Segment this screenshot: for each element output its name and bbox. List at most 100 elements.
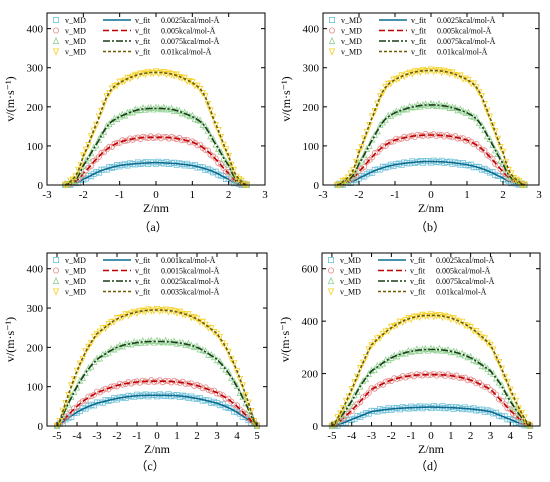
md-data-point bbox=[222, 395, 229, 402]
legend-md-label: v_MD bbox=[65, 256, 86, 265]
md-data-point bbox=[354, 373, 361, 381]
md-data-point bbox=[204, 126, 212, 134]
y-tick-label: 200 bbox=[303, 102, 320, 114]
md-data-point bbox=[173, 309, 181, 317]
series-2 bbox=[62, 133, 250, 188]
md-data-point bbox=[133, 310, 141, 318]
md-data-point bbox=[481, 335, 489, 343]
x-tick-label: -5 bbox=[327, 430, 337, 442]
md-data-point bbox=[219, 361, 226, 369]
md-data-point bbox=[478, 146, 485, 153]
md-data-point bbox=[438, 69, 445, 77]
md-data-point bbox=[242, 392, 249, 400]
legend-fit-label: v_fit bbox=[411, 16, 427, 25]
legend-md-marker bbox=[327, 256, 334, 263]
y-tick-label: 200 bbox=[27, 342, 44, 354]
legend: v_MD v_fit 0.0025kcal/mol-Å v_MD v_fit 0.005k… bbox=[52, 16, 220, 57]
md-data-point bbox=[228, 161, 235, 169]
md-data-point bbox=[230, 377, 238, 385]
md-data-point bbox=[356, 365, 364, 373]
md-data-point bbox=[450, 347, 457, 355]
md-data-point bbox=[96, 328, 104, 336]
md-data-point bbox=[168, 104, 175, 112]
x-tick-label: -2 bbox=[79, 189, 88, 201]
md-data-point bbox=[209, 113, 217, 121]
x-tick-label: -2 bbox=[112, 430, 121, 442]
legend-md-label: v_MD bbox=[65, 16, 86, 25]
x-tick-label: 1 bbox=[448, 430, 454, 442]
md-data-point bbox=[405, 346, 412, 354]
md-data-point bbox=[376, 93, 384, 101]
md-data-point bbox=[222, 365, 229, 373]
md-data-point bbox=[156, 307, 164, 315]
chart-panel-3: -5 -4 -3 -2 -1 0 1 2 3 4 5 0 100 200 300 400 Z/nm v/(m·s⁻… bbox=[3, 252, 268, 473]
md-data-point bbox=[512, 397, 520, 405]
md-data-point bbox=[498, 397, 505, 404]
md-data-point bbox=[204, 100, 212, 109]
md-data-point bbox=[355, 149, 363, 157]
md-data-point bbox=[360, 151, 368, 159]
md-data-point bbox=[473, 84, 480, 92]
x-tick-label: -1 bbox=[115, 189, 124, 201]
md-data-point bbox=[483, 107, 491, 115]
legend-md-label: v_MD bbox=[340, 288, 361, 297]
legend-md-label: v_MD bbox=[341, 37, 362, 46]
series-4 bbox=[328, 311, 534, 430]
md-data-point bbox=[508, 170, 515, 178]
md-data-point bbox=[430, 313, 438, 321]
x-tick-label: 0 bbox=[154, 430, 160, 442]
md-data-point bbox=[393, 76, 400, 84]
legend-md-marker bbox=[53, 27, 60, 34]
md-data-point bbox=[98, 149, 105, 156]
md-data-point bbox=[65, 412, 72, 419]
series-4 bbox=[61, 68, 251, 189]
md-data-point bbox=[371, 130, 379, 138]
fit-line bbox=[331, 406, 531, 427]
legend-fit-label: v_fit bbox=[135, 48, 151, 57]
md-data-point bbox=[497, 156, 504, 164]
legend-fit-label: v_fit bbox=[410, 267, 426, 276]
y-axis-label: v/(m·s⁻¹) bbox=[279, 76, 293, 121]
md-data-point bbox=[134, 72, 142, 80]
md-data-point bbox=[68, 408, 75, 415]
legend-series-name: 0.005kcal/mol-Å bbox=[161, 27, 216, 36]
md-data-point bbox=[516, 178, 523, 186]
x-tick-label: 5 bbox=[527, 430, 533, 442]
md-data-point bbox=[433, 372, 440, 379]
md-data-point bbox=[231, 401, 238, 408]
md-data-point bbox=[387, 138, 394, 145]
chart-panel-1: -3 -2 -1 0 1 2 3 0 100 200 300 400 Z/nm v/(m·s⁻¹) （a） v… bbox=[3, 12, 268, 234]
series-3 bbox=[334, 100, 528, 189]
fit-line bbox=[331, 314, 531, 427]
md-data-point bbox=[87, 133, 95, 141]
legend-fit-label: v_fit bbox=[135, 16, 151, 25]
md-data-point bbox=[390, 323, 398, 331]
md-data-point bbox=[213, 390, 220, 397]
x-axis-label: Z/nm bbox=[143, 201, 170, 215]
md-data-point bbox=[409, 70, 416, 78]
md-data-point bbox=[216, 391, 223, 398]
legend-md-marker bbox=[328, 36, 336, 44]
md-data-point bbox=[478, 382, 485, 389]
fit-line bbox=[56, 394, 258, 427]
md-data-point bbox=[202, 93, 209, 101]
fit-line bbox=[337, 104, 525, 186]
md-data-point bbox=[194, 142, 201, 149]
x-tick-label: 3 bbox=[214, 430, 220, 442]
md-data-point bbox=[361, 164, 368, 171]
md-data-point bbox=[215, 145, 222, 153]
legend-md-label: v_MD bbox=[340, 277, 361, 286]
fit-line bbox=[65, 136, 247, 186]
md-data-point bbox=[202, 122, 209, 130]
md-data-point bbox=[125, 379, 132, 386]
legend-fit-label: v_fit bbox=[410, 288, 426, 297]
md-data-point bbox=[507, 386, 514, 394]
md-data-point bbox=[93, 331, 101, 339]
md-data-point bbox=[414, 100, 421, 108]
md-data-point bbox=[85, 343, 92, 351]
md-data-point bbox=[207, 132, 214, 140]
md-data-point bbox=[348, 386, 355, 394]
legend-series-name: 0.01kcal/mol-Å bbox=[161, 48, 212, 57]
md-data-point bbox=[350, 170, 357, 178]
md-data-point bbox=[374, 100, 381, 108]
